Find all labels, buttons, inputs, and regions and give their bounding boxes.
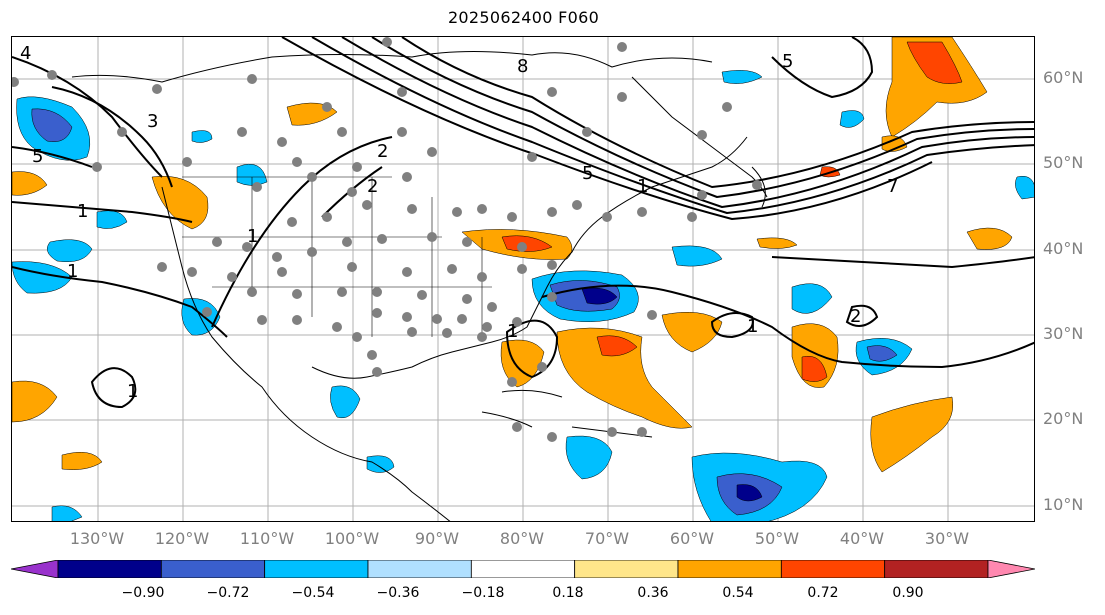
colorbar-extend-low [10,559,59,579]
coastlines [71,50,768,521]
colorbar-tick: −0.72 [206,585,250,601]
positive-anomaly-areas [12,37,1013,473]
lon-label: 110°W [239,529,295,548]
colorbar-swatch [470,559,576,579]
contour-label: 5 [582,163,593,184]
colorbar-swatch [264,559,369,579]
map-canvas: 4 3 5 1 1 2 2 1 1 1 1 1 2 8 7 5 5 [12,37,1034,521]
lon-label: 100°W [324,529,380,548]
lat-label: 60°N [1043,68,1084,87]
colorbar-swatches [10,559,1036,579]
colorbar-tick: 0.36 [637,585,669,601]
negative-anomaly-areas [12,70,1034,521]
lon-label: 130°W [69,529,125,548]
colorbar-swatch [677,559,782,579]
colorbar-swatch [574,559,679,579]
contour-label: 1 [507,321,518,342]
lat-label: 10°N [1043,495,1084,514]
colorbar-tick: 0.72 [807,585,839,601]
contour-label: 1 [247,226,258,247]
colorbar-tick: −0.18 [461,585,505,601]
contour-label: 5 [32,146,43,167]
colorbar-tick: 0.54 [722,585,754,601]
colorbar-extend-high [987,559,1036,579]
lon-label: 80°W [499,529,545,548]
contour-label: 1 [67,261,78,282]
lat-label: 40°N [1043,239,1084,258]
colorbar-tick: 0.90 [892,585,924,601]
colorbar-tick: −0.90 [121,585,165,601]
colorbar-swatch [884,559,989,579]
colorbar-tick: 0.18 [552,585,584,601]
colorbar-swatch [57,559,162,579]
contour-lines [12,37,1034,409]
contour-label: 2 [367,176,378,197]
contour-label: 7 [887,176,898,197]
lon-label: 120°W [154,529,210,548]
contour-label: 2 [377,141,388,162]
colorbar-tick: −0.36 [376,585,420,601]
colorbar-swatch [367,559,472,579]
contour-label: 3 [147,111,158,132]
colorbar-swatch [780,559,886,579]
contour-label-layer: 4 3 5 1 1 2 2 1 1 1 1 1 2 8 7 5 5 [20,43,898,402]
contour-label: 1 [637,176,648,197]
lon-label: 90°W [414,529,460,548]
contour-label: 4 [20,43,31,64]
lon-label: 70°W [584,529,630,548]
lat-label: 20°N [1043,409,1084,428]
contour-label: 1 [747,316,758,337]
contour-label: 2 [850,306,861,327]
contour-label: 8 [517,56,528,77]
lon-label: 60°W [669,529,715,548]
contour-label: 5 [782,51,793,72]
lon-label: 30°W [924,529,970,548]
map-title: 2025062400 F060 [447,8,600,27]
contour-label: 1 [77,201,88,222]
lat-label: 30°N [1043,324,1084,343]
station-markers [12,37,762,442]
state-borders [182,176,492,337]
lat-label: 50°N [1043,153,1084,172]
lon-label: 50°W [754,529,800,548]
lon-label: 40°W [839,529,885,548]
colorbar [10,559,1036,579]
colorbar-tick: −0.54 [291,585,335,601]
colorbar-swatch [160,559,266,579]
map-panel: 4 3 5 1 1 2 2 1 1 1 1 1 2 8 7 5 5 [11,36,1035,522]
contour-label: 1 [127,381,138,402]
